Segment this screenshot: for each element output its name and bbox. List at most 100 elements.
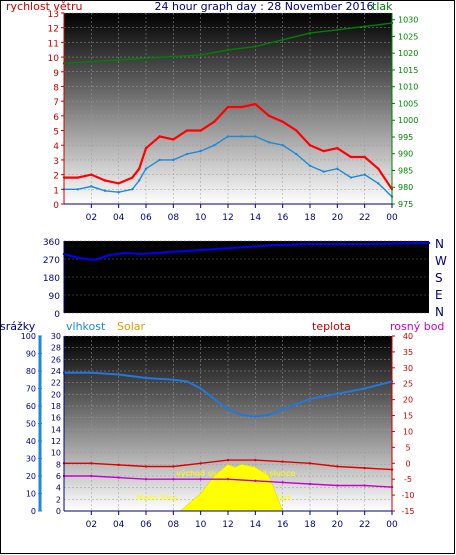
data-point [117, 58, 120, 62]
data-point [349, 176, 353, 179]
data-point [363, 466, 366, 470]
data-point [281, 144, 284, 147]
compass-label: N [435, 237, 444, 251]
data-point [226, 135, 230, 138]
right-axis-tick-label: 1010 [398, 83, 418, 92]
panel1-right-label: tlak [372, 0, 393, 13]
right-axis-tick-label: 1000 [398, 116, 418, 125]
right-axis-tick-label: 1005 [398, 99, 418, 108]
right-axis-tick-label: 1015 [398, 66, 418, 75]
x-axis-tick-label: 10 [195, 520, 207, 530]
panel2-plot-area [64, 241, 429, 313]
data-point [397, 242, 400, 245]
data-point [308, 482, 312, 486]
data-point [172, 55, 175, 58]
precip-tick-label: 10 [26, 490, 36, 499]
right-axis-tick-label: 1020 [398, 49, 418, 58]
data-point [306, 242, 309, 246]
x-axis-tick-label: 08 [168, 213, 180, 223]
inner-tick-label: 10 [51, 449, 61, 458]
data-point [295, 129, 298, 132]
panel3-temp-label: teplota [312, 320, 351, 333]
panel3-dew-label: rosný bod [390, 320, 444, 333]
x-axis-tick-label: 02 [86, 520, 97, 530]
x-axis-tick-label: 22 [359, 213, 370, 223]
data-point [199, 129, 202, 132]
data-point [308, 164, 312, 167]
data-point [213, 397, 216, 401]
data-point [90, 185, 93, 188]
data-point [213, 120, 216, 123]
annotation-label: východ slunce [176, 469, 233, 478]
data-point [240, 135, 243, 138]
inner-tick-label: 30 [51, 332, 61, 341]
precip-tick-label: 20 [26, 472, 36, 481]
right-axis-tick-label: 1025 [398, 32, 418, 41]
data-point [90, 60, 93, 63]
data-point [144, 376, 148, 380]
panel3-solar-label: Solar [117, 320, 146, 333]
data-point [226, 408, 230, 411]
data-point [199, 387, 202, 390]
data-point [185, 129, 189, 132]
data-point [90, 371, 93, 374]
data-point [267, 141, 271, 144]
data-point [336, 392, 339, 395]
x-axis-tick-label: 06 [140, 213, 152, 223]
data-point [185, 152, 189, 156]
data-point [214, 247, 218, 251]
panel3-annotations: východ slunce západ slunce Moon Rise Moon S… [136, 469, 295, 503]
panel2-grid [64, 240, 429, 314]
annotation-label: západ slunce [243, 469, 296, 478]
right-axis-tick-label: 1030 [398, 16, 418, 25]
panel1-axes: 0123456789101112139759809859909951000100… [48, 10, 419, 223]
right-axis-tick-label: 990 [398, 150, 413, 159]
x-axis-tick-label: 16 [277, 520, 289, 530]
series-line [64, 135, 393, 198]
x-axis-tick-label: 20 [332, 520, 344, 530]
data-point [76, 188, 79, 191]
data-point [363, 155, 366, 159]
data-point [213, 144, 216, 147]
x-axis-tick-label: 16 [277, 213, 289, 223]
direction-tick-label: 180 [43, 274, 60, 284]
data-point [172, 477, 175, 481]
data-point [90, 474, 93, 478]
data-point [281, 408, 284, 411]
data-point [144, 57, 148, 60]
data-point [322, 149, 325, 153]
panel1-title: 24 hour graph day : 28 November 2016 [154, 0, 373, 13]
left-axis-tick-label: 11 [48, 39, 59, 49]
data-point [275, 243, 279, 247]
data-point [226, 458, 230, 462]
panel3-precip-label: srážky [0, 320, 36, 333]
data-point [267, 114, 271, 118]
data-point [184, 249, 187, 253]
data-point [308, 462, 312, 465]
precip-tick-label: 90 [26, 350, 36, 359]
data-point [254, 45, 257, 48]
series-line [64, 371, 393, 418]
data-point [254, 415, 257, 418]
left-axis-tick-label: 6 [53, 113, 59, 123]
data-point [336, 28, 339, 31]
data-point [144, 465, 148, 468]
x-axis-tick-label: 04 [113, 520, 125, 530]
precip-tick-label: 30 [26, 455, 36, 464]
data-point [377, 182, 380, 185]
data-point [363, 25, 366, 28]
inner-tick-label: 12 [51, 437, 61, 446]
panel3-axes: 0102030405060708090100024681012141618202… [21, 332, 415, 530]
left-axis-tick-label: 5 [53, 128, 59, 138]
data-point [336, 146, 339, 150]
data-point [172, 465, 175, 468]
inner-tick-label: 8 [56, 460, 61, 469]
left-axis-tick-label: 9 [53, 69, 59, 79]
left-axis-tick-label: 4 [53, 142, 59, 152]
direction-tick-label: 90 [49, 292, 61, 302]
data-point [131, 176, 134, 179]
data-point [295, 403, 298, 406]
data-point [336, 465, 339, 468]
x-axis-tick-label: 12 [222, 213, 233, 223]
